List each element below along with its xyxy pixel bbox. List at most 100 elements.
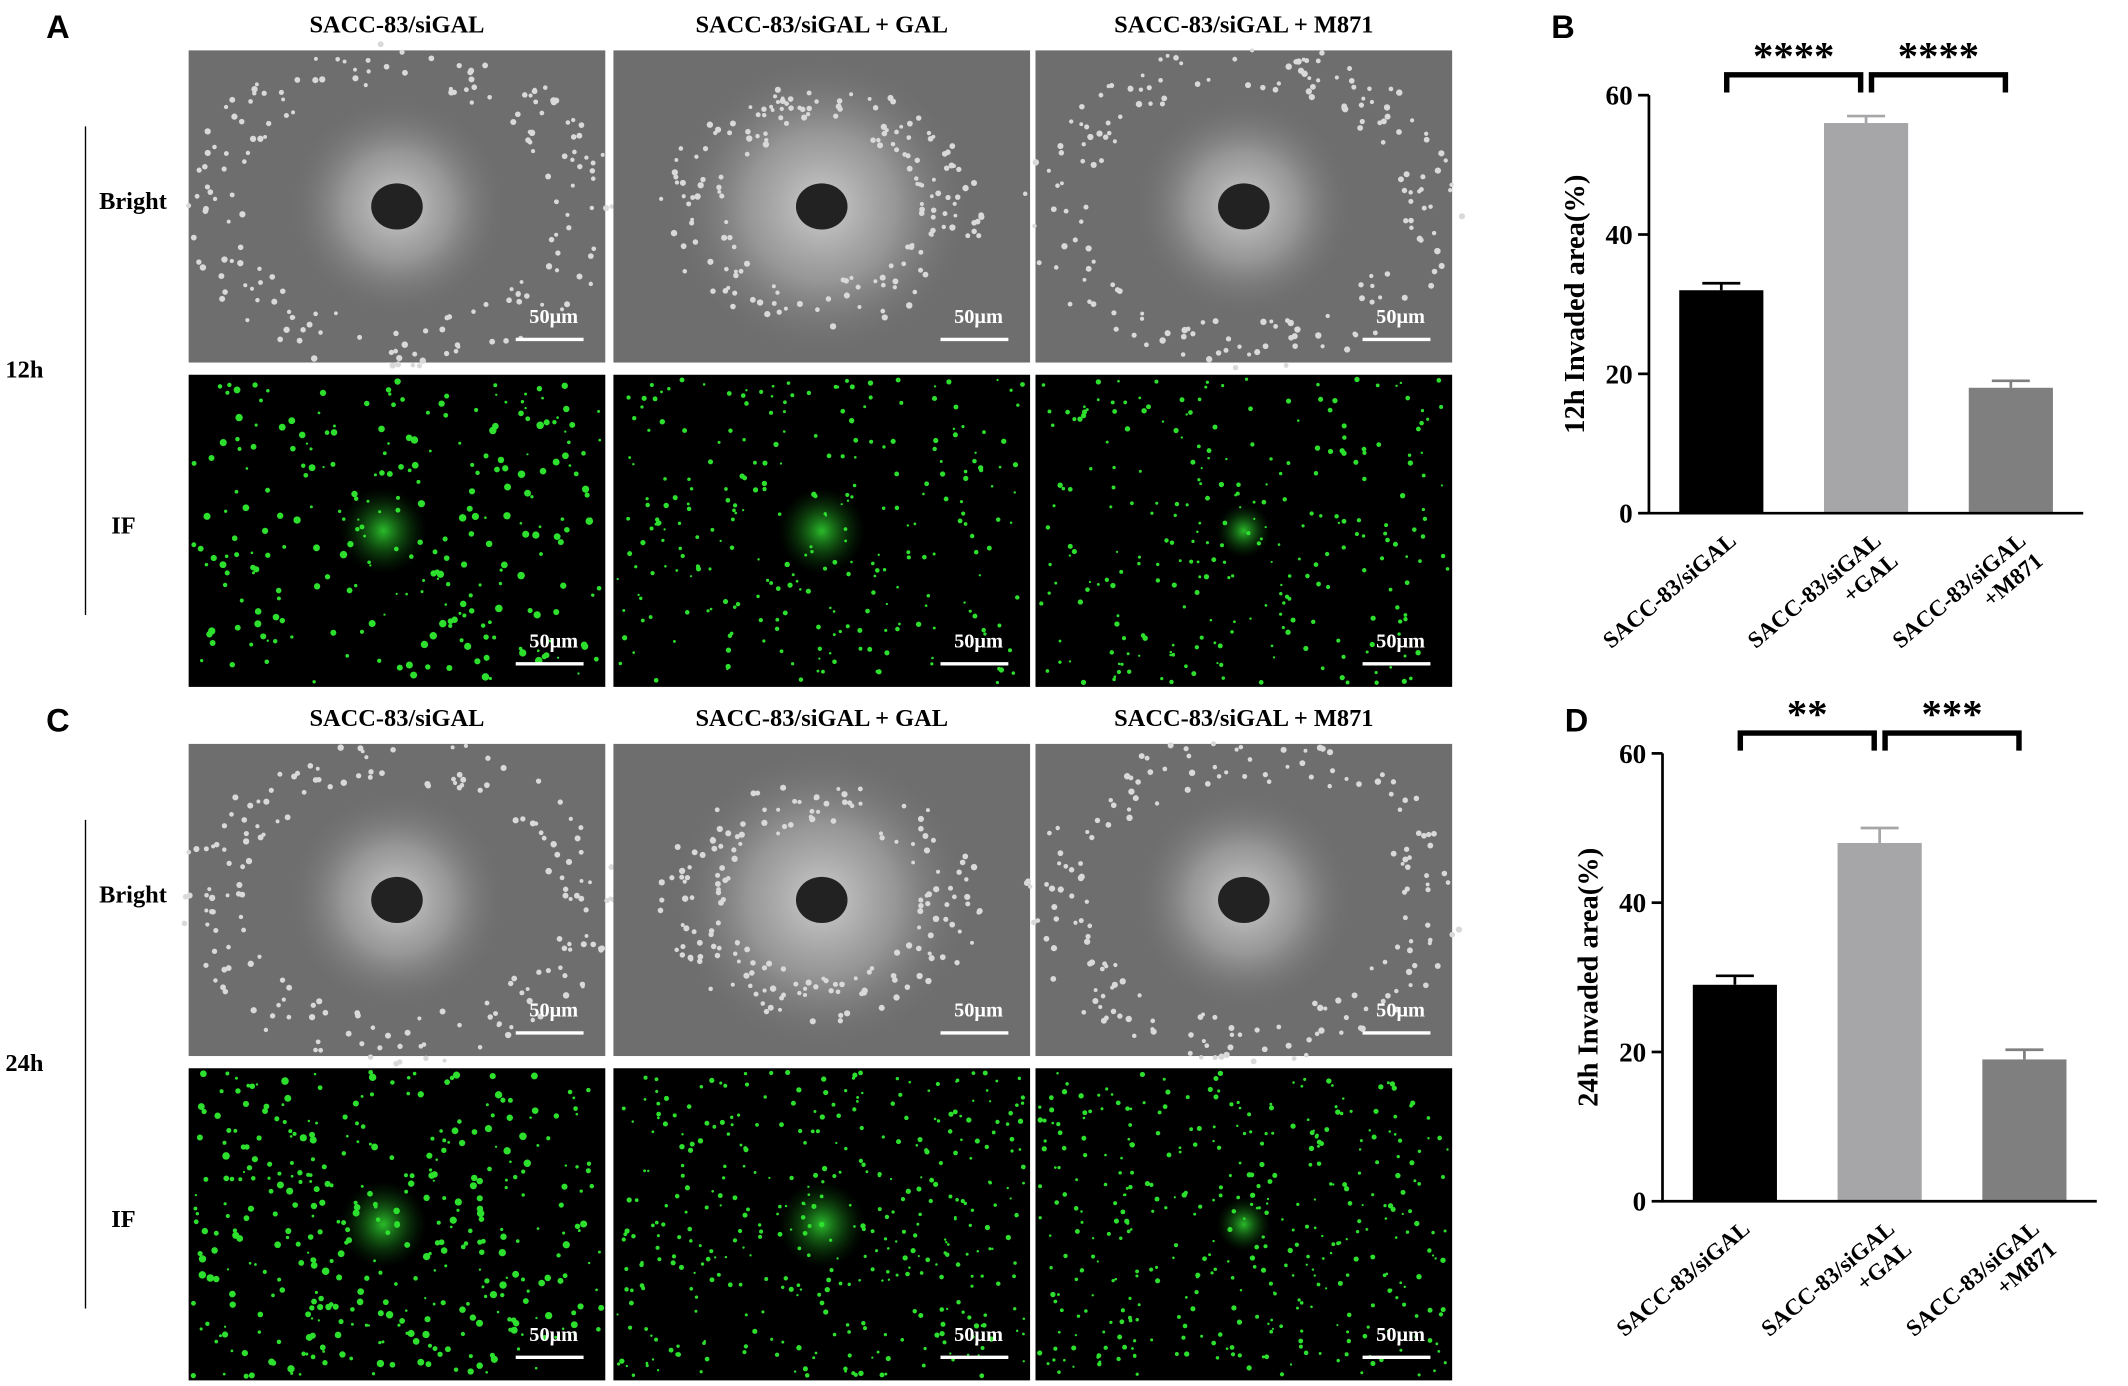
cell	[186, 849, 192, 855]
cell	[1408, 198, 1414, 204]
cell	[982, 430, 986, 434]
cell	[924, 604, 928, 607]
cell	[235, 436, 240, 442]
cell	[928, 955, 935, 962]
cell	[1419, 420, 1424, 426]
cell	[1195, 1272, 1201, 1278]
cell	[471, 84, 478, 91]
cell	[795, 579, 799, 583]
bar	[1837, 842, 1922, 1202]
cell	[229, 661, 236, 668]
cell	[1417, 1373, 1421, 1377]
cell	[894, 1240, 898, 1243]
cell	[530, 1017, 535, 1023]
cell	[622, 635, 628, 641]
cell	[1306, 1037, 1312, 1043]
cell	[1093, 988, 1098, 993]
cell	[778, 115, 784, 121]
cell	[1192, 1142, 1198, 1147]
cell	[504, 1178, 508, 1182]
spheroid	[1218, 183, 1270, 230]
cell	[749, 970, 755, 976]
cell	[1063, 208, 1069, 214]
cell	[925, 1257, 931, 1263]
if-image: 50μm	[188, 374, 606, 687]
cell	[312, 680, 316, 684]
cell	[1388, 791, 1394, 797]
cell	[876, 669, 882, 675]
cell	[858, 1158, 864, 1163]
cell	[468, 1228, 473, 1234]
cell	[1414, 1334, 1419, 1339]
cell	[1125, 1106, 1130, 1111]
cell	[1399, 493, 1406, 499]
cell	[734, 511, 738, 515]
cell	[387, 442, 390, 445]
cell	[1377, 120, 1383, 126]
cell	[1159, 337, 1166, 344]
cell	[922, 492, 925, 496]
cell	[914, 176, 919, 181]
cell	[1172, 1256, 1175, 1260]
cell	[335, 56, 340, 62]
cell	[844, 1089, 848, 1093]
cell	[434, 1240, 441, 1246]
cell	[670, 1260, 676, 1266]
cell	[935, 869, 941, 874]
cell	[933, 1181, 939, 1187]
cell	[211, 948, 218, 954]
cell	[382, 451, 387, 456]
cell	[507, 980, 514, 987]
cell	[311, 1298, 317, 1305]
cell	[648, 615, 653, 620]
cell	[498, 581, 503, 586]
cell	[250, 443, 257, 450]
cell	[1085, 933, 1091, 940]
cell	[561, 1327, 565, 1331]
cell	[976, 1249, 980, 1253]
cell	[722, 288, 729, 294]
cell	[1051, 904, 1058, 911]
cell	[1337, 521, 1341, 525]
cell	[819, 1114, 825, 1120]
cell	[624, 1287, 629, 1292]
cell	[1190, 1306, 1196, 1312]
cell	[247, 802, 254, 809]
cell	[554, 268, 560, 273]
cell	[716, 1272, 721, 1277]
cell	[805, 588, 811, 594]
cell	[909, 243, 914, 249]
cell	[730, 1123, 734, 1127]
cell	[1169, 653, 1172, 657]
cell	[245, 318, 250, 323]
cell	[640, 618, 645, 623]
cell	[836, 98, 843, 104]
cell	[649, 383, 654, 388]
cell	[783, 306, 788, 311]
cell	[1135, 1372, 1139, 1376]
cell	[984, 1144, 989, 1150]
cell	[359, 1041, 365, 1047]
cell	[1061, 486, 1066, 491]
cell	[1057, 861, 1062, 866]
cell	[1383, 104, 1391, 111]
cell	[1120, 1209, 1126, 1215]
cell	[1343, 1186, 1350, 1192]
cell	[1126, 814, 1133, 822]
cell	[1413, 1179, 1417, 1183]
cell	[1392, 541, 1398, 547]
cell	[1091, 1237, 1095, 1240]
spheroid	[1218, 876, 1270, 924]
cell	[1261, 1235, 1265, 1239]
cell	[1185, 1296, 1188, 1299]
cell	[1313, 562, 1319, 567]
cell	[509, 287, 514, 292]
cell	[926, 593, 931, 598]
cell	[974, 218, 981, 225]
cell	[1109, 1320, 1113, 1325]
cell	[222, 1140, 227, 1145]
cell	[443, 350, 450, 357]
cell	[1410, 1100, 1416, 1106]
cell	[241, 1349, 248, 1357]
cell	[301, 1351, 306, 1356]
